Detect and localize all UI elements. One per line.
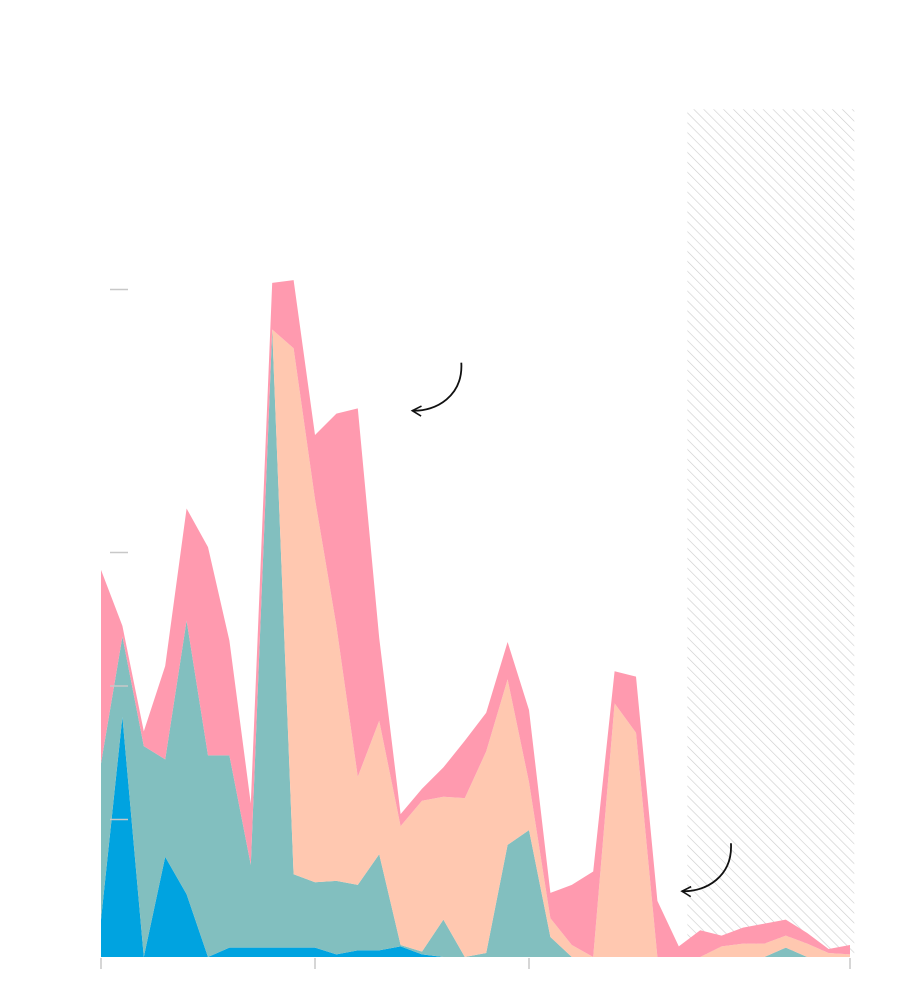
annotations	[410, 362, 732, 898]
hatched-forecast-area	[687, 109, 855, 957]
area-series-1	[101, 716, 850, 957]
area-series-3	[101, 329, 850, 957]
annotation-arrow-2	[680, 843, 732, 898]
annotation-arrow-1	[410, 362, 463, 417]
area-series-2	[101, 329, 850, 957]
shaded-region	[687, 109, 855, 957]
axes	[100, 288, 851, 969]
area-series-group	[101, 280, 850, 957]
